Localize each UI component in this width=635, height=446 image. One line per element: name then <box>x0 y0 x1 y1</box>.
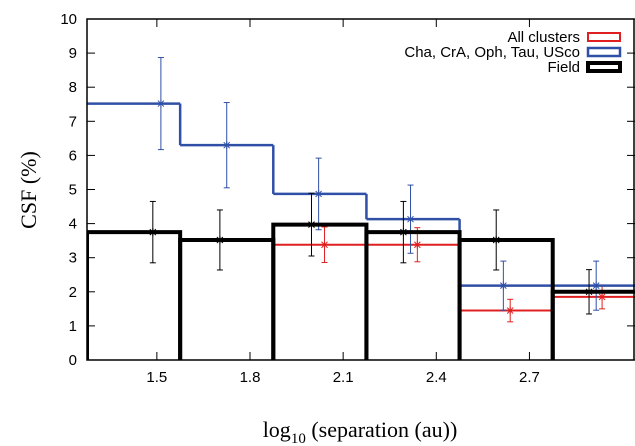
legend-swatch <box>587 32 621 42</box>
y-tick-label: 4 <box>69 216 77 233</box>
data-point <box>407 215 414 224</box>
data-point <box>308 220 315 229</box>
x-axis-label: log10 (separation (au)) <box>263 417 458 446</box>
histogram-box <box>364 230 462 360</box>
data-point <box>413 240 421 249</box>
x-tick-label: 1.5 <box>146 369 167 386</box>
data-point <box>585 287 593 296</box>
data-point <box>321 240 328 249</box>
legend-swatch <box>586 61 622 73</box>
data-point <box>400 228 407 237</box>
y-tick-label: 0 <box>69 352 77 369</box>
x-label-part: log <box>263 417 291 442</box>
histogram-box <box>457 237 555 360</box>
x-label-part: (separation (au)) <box>306 417 457 442</box>
data-point <box>315 189 322 198</box>
y-tick-label: 8 <box>69 79 77 96</box>
histogram-box <box>87 230 183 360</box>
y-tick-label: 9 <box>69 45 77 62</box>
data-point <box>598 292 606 301</box>
x-tick-label: 1.8 <box>240 369 261 386</box>
x-tick-label: 2.1 <box>333 369 354 386</box>
axes: 0 1 2 3 4 5 6 7 8 9 10 1.5 1.8 2.1 2.4 2.7 All clustersC… <box>60 11 635 386</box>
data-point <box>149 228 157 237</box>
data-point <box>500 281 507 290</box>
y-tick-label: 6 <box>69 147 77 164</box>
x-tick-label: 2.4 <box>426 369 447 386</box>
legend-label: Cha, CrA, Oph, Tau, USco <box>404 44 580 61</box>
y-tick-label: 10 <box>60 11 77 28</box>
legend-label: All clusters <box>507 29 580 46</box>
data-point <box>506 306 514 315</box>
x-label-sub: 10 <box>291 431 306 446</box>
y-tick-label: 3 <box>69 250 77 267</box>
legend-label: Field <box>547 59 580 76</box>
data-point <box>492 235 500 244</box>
y-tick-label: 2 <box>69 284 77 301</box>
data-point <box>216 235 224 244</box>
y-tick-label: 7 <box>69 113 77 130</box>
histogram-box <box>178 237 276 360</box>
plot-area <box>87 57 635 360</box>
data-point <box>592 281 600 290</box>
histogram-box <box>550 289 635 360</box>
x-tick-label: 2.7 <box>519 369 540 386</box>
y-tick-label: 5 <box>69 182 77 199</box>
legend-swatch <box>586 46 622 58</box>
y-tick-label: 1 <box>69 318 77 335</box>
data-point <box>157 99 165 108</box>
y-axis-label: CSF (%) <box>16 151 41 229</box>
data-point <box>223 141 231 150</box>
